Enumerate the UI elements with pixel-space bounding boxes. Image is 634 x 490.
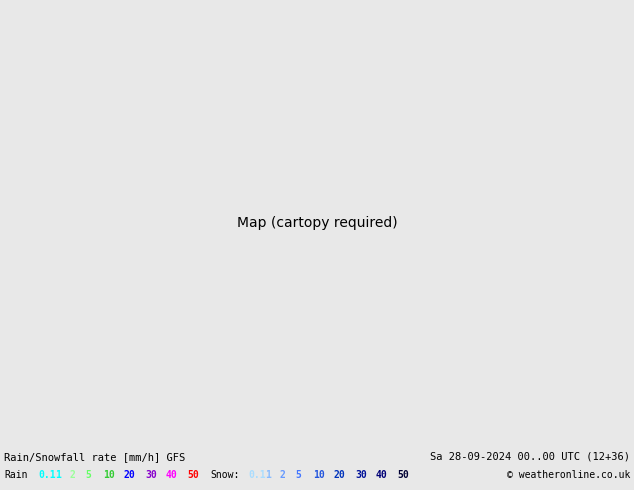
Text: 5: 5 <box>85 470 91 480</box>
Text: Snow:: Snow: <box>210 470 240 480</box>
Text: 0.1: 0.1 <box>248 470 266 480</box>
Text: 30: 30 <box>145 470 157 480</box>
Text: 5: 5 <box>295 470 301 480</box>
Text: Rain: Rain <box>4 470 27 480</box>
Text: © weatheronline.co.uk: © weatheronline.co.uk <box>507 470 630 480</box>
Text: 20: 20 <box>334 470 346 480</box>
Text: 10: 10 <box>103 470 115 480</box>
Text: 1: 1 <box>265 470 271 480</box>
Text: 50: 50 <box>187 470 198 480</box>
Text: 40: 40 <box>376 470 388 480</box>
Text: Rain/Snowfall rate [mm/h] GFS: Rain/Snowfall rate [mm/h] GFS <box>4 452 185 462</box>
Text: 10: 10 <box>313 470 325 480</box>
Text: 0.1: 0.1 <box>38 470 56 480</box>
Text: 30: 30 <box>355 470 366 480</box>
Text: 2: 2 <box>70 470 76 480</box>
Text: Sa 28-09-2024 00..00 UTC (12+36): Sa 28-09-2024 00..00 UTC (12+36) <box>430 452 630 462</box>
Text: 1: 1 <box>55 470 61 480</box>
Text: 40: 40 <box>166 470 178 480</box>
Text: 20: 20 <box>124 470 136 480</box>
Text: 50: 50 <box>397 470 409 480</box>
Text: Map (cartopy required): Map (cartopy required) <box>236 216 398 230</box>
Text: 2: 2 <box>280 470 286 480</box>
